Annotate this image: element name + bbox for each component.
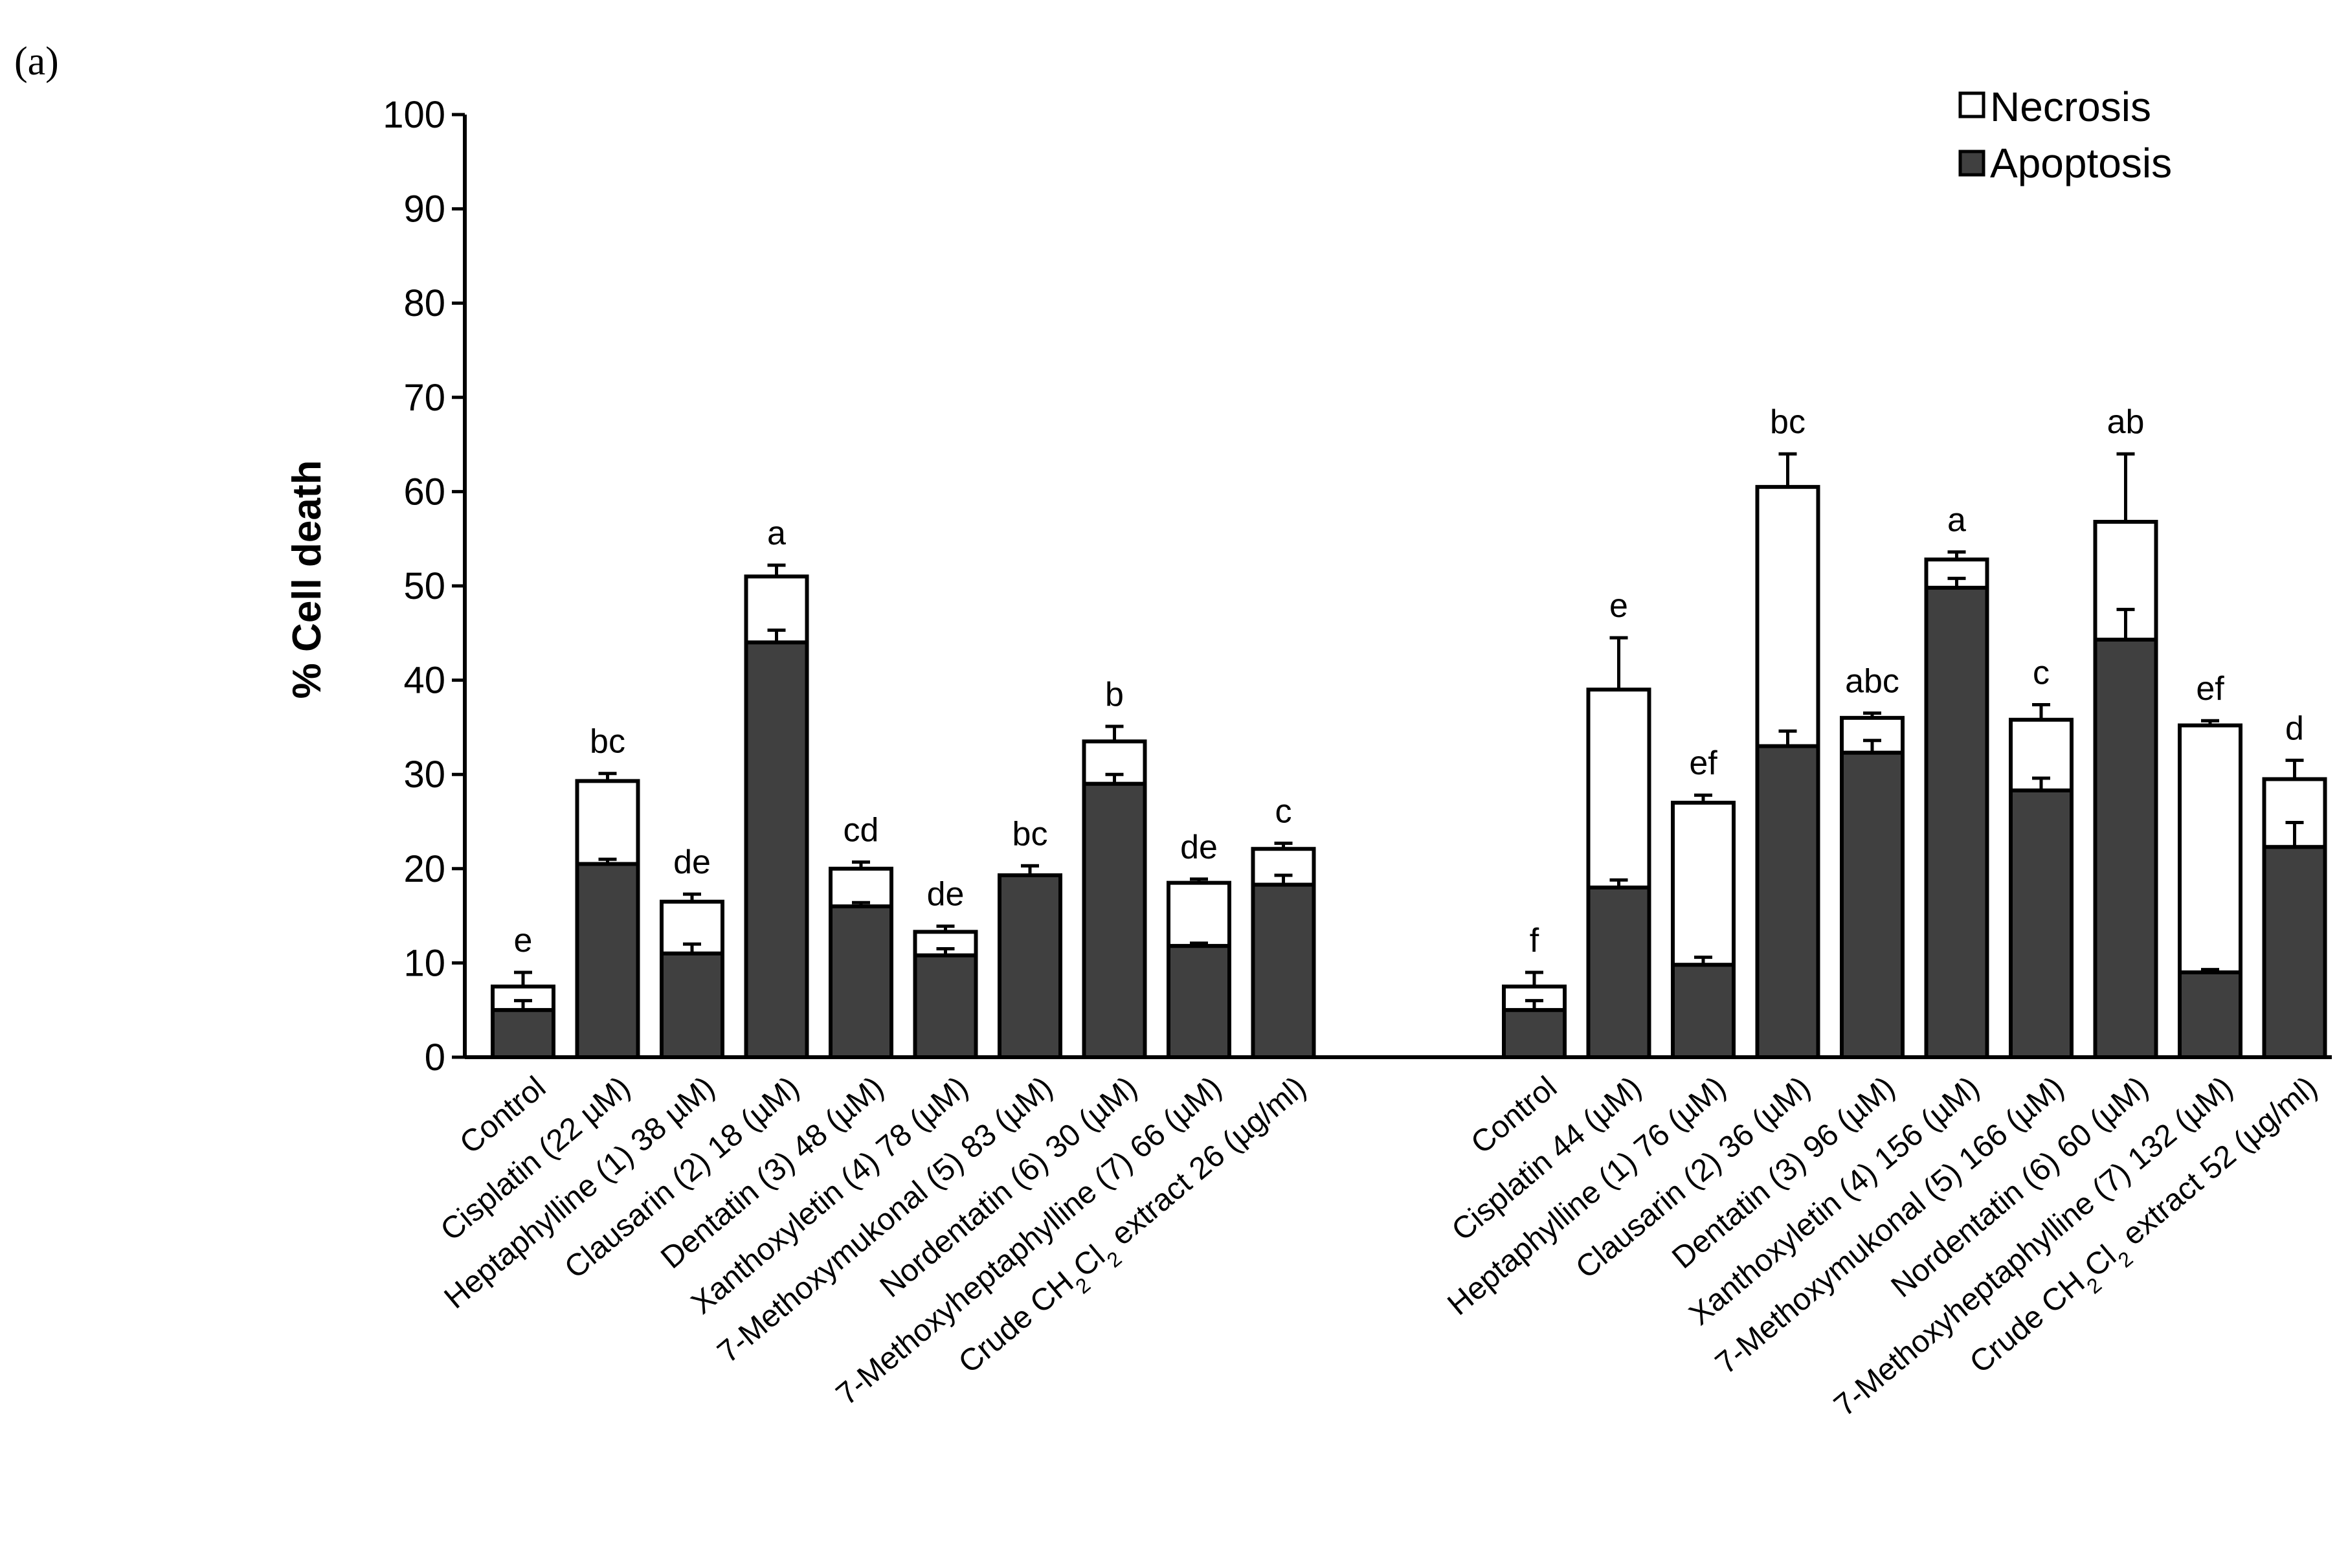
significance-letter: c [2033,654,2050,691]
bar-apoptosis [2262,845,2327,1059]
y-tick-label: 30 [403,754,445,796]
y-axis-label: % Cell death [285,460,330,699]
significance-letter: e [514,922,533,959]
legend-swatch-apoptosis [1958,150,1985,177]
significance-letter: abc [1845,663,1899,700]
bar-apoptosis [1082,781,1147,1059]
significance-letter: a [767,515,786,552]
bar-necrosis [1671,800,1736,967]
significance-letter: d [2285,710,2304,747]
significance-letter: e [1609,587,1628,625]
significance-letter: b [1105,676,1124,713]
significance-letter: ab [2107,403,2145,441]
bar-necrosis [1082,739,1147,786]
legend: Necrosis Apoptosis [1958,84,2172,186]
bar-apoptosis [2178,970,2242,1059]
bar-apoptosis [2009,788,2074,1060]
significance-letter: de [927,876,965,913]
y-tick-label: 70 [403,377,445,419]
significance-letter: f [1530,922,1539,959]
legend-swatch-necrosis [1958,91,1985,118]
bar-apoptosis [491,1008,555,1059]
bar-necrosis [1586,688,1651,890]
bar-necrosis [575,779,640,866]
bar-apoptosis [744,640,809,1059]
y-tick-label: 100 [383,94,445,136]
bar-apoptosis [575,862,640,1060]
significance-letter: bc [590,723,625,761]
bar-apoptosis [913,953,978,1059]
legend-label-necrosis: Necrosis [1990,84,2151,130]
bar-necrosis [829,866,893,909]
y-tick-label: 60 [403,471,445,513]
y-tick-label: 90 [403,188,445,230]
bar-apoptosis [1502,1008,1567,1059]
bar-apoptosis [1840,750,1905,1060]
bar-apoptosis [1755,744,1820,1060]
legend-label-apoptosis: Apoptosis [1990,140,2172,186]
significance-letter: cd [844,812,879,849]
significance-letter: ef [1689,745,1717,782]
y-tick-label: 40 [403,660,445,702]
significance-letter: c [1275,792,1292,830]
bar-apoptosis [2093,637,2158,1059]
significance-letter: bc [1770,403,1806,441]
significance-letter: de [673,844,711,881]
y-tick-label: 20 [403,848,445,890]
significance-letter: ef [2196,670,2224,708]
significance-letter: bc [1012,815,1048,853]
y-tick-label: 50 [403,565,445,607]
y-tick-label: 10 [403,942,445,984]
significance-letter: de [1180,829,1218,866]
label-text: Cl [2078,1239,2123,1284]
y-tick-label: 80 [403,282,445,324]
bar-apoptosis [660,951,724,1059]
bar-apoptosis [1167,944,1231,1060]
bar-necrosis [1167,880,1231,948]
bar-apoptosis [1671,963,1736,1060]
bar-necrosis [1755,485,1820,748]
panel-label: (a) [14,39,59,84]
bar-apoptosis [1251,882,1316,1059]
label-text: Cl [1067,1239,1112,1284]
bar-apoptosis [998,873,1062,1059]
bar-apoptosis [1586,885,1651,1060]
bar-necrosis [2178,723,2242,974]
bar-apoptosis [829,904,893,1060]
bar-apoptosis [1924,585,1989,1059]
significance-letter: a [1947,502,1966,539]
y-tick-label: 0 [425,1036,445,1079]
